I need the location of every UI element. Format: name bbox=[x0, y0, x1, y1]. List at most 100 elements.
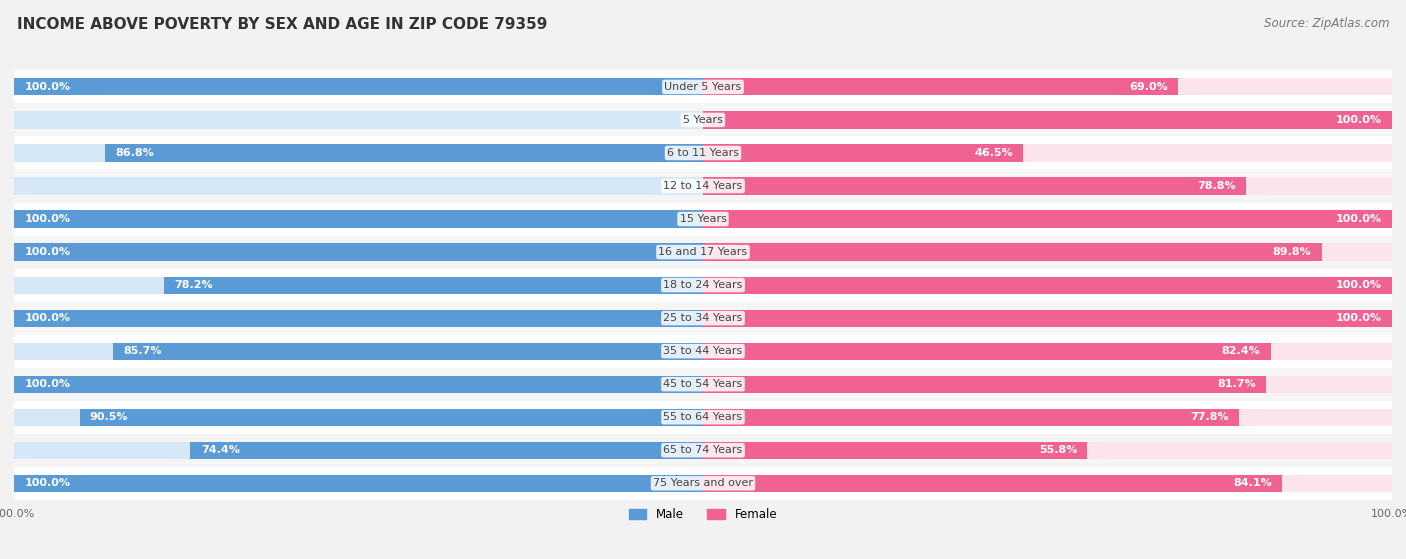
Bar bbox=[112, 343, 703, 360]
Bar bbox=[14, 244, 703, 260]
Text: 100.0%: 100.0% bbox=[24, 479, 70, 488]
Text: 5 Years: 5 Years bbox=[683, 115, 723, 125]
Bar bbox=[14, 475, 703, 492]
Text: 18 to 24 Years: 18 to 24 Years bbox=[664, 280, 742, 290]
Bar bbox=[703, 244, 1322, 260]
Bar bbox=[703, 376, 1265, 393]
Bar bbox=[14, 310, 703, 326]
Bar bbox=[14, 368, 1392, 401]
Bar bbox=[703, 343, 1392, 360]
Bar bbox=[14, 70, 1392, 103]
Bar bbox=[703, 78, 1178, 96]
Legend: Male, Female: Male, Female bbox=[628, 508, 778, 521]
Text: 100.0%: 100.0% bbox=[24, 82, 70, 92]
Bar bbox=[14, 136, 1392, 169]
Text: 90.5%: 90.5% bbox=[90, 412, 128, 422]
Text: 85.7%: 85.7% bbox=[122, 346, 162, 356]
Text: 100.0%: 100.0% bbox=[1336, 313, 1382, 323]
Text: 55.8%: 55.8% bbox=[1039, 446, 1077, 455]
Bar bbox=[14, 409, 703, 426]
Bar bbox=[703, 442, 1392, 459]
Text: 35 to 44 Years: 35 to 44 Years bbox=[664, 346, 742, 356]
Bar bbox=[190, 442, 703, 459]
Bar bbox=[703, 144, 1024, 162]
Text: Under 5 Years: Under 5 Years bbox=[665, 82, 741, 92]
Bar bbox=[703, 475, 1282, 492]
Text: 100.0%: 100.0% bbox=[1336, 280, 1382, 290]
Bar bbox=[703, 376, 1392, 393]
Bar bbox=[14, 302, 1392, 335]
Bar bbox=[703, 177, 1246, 195]
Text: 69.0%: 69.0% bbox=[1129, 82, 1168, 92]
Bar bbox=[14, 343, 703, 360]
Text: 6 to 11 Years: 6 to 11 Years bbox=[666, 148, 740, 158]
Text: 15 Years: 15 Years bbox=[679, 214, 727, 224]
Text: 78.8%: 78.8% bbox=[1197, 181, 1236, 191]
Bar bbox=[105, 144, 703, 162]
Bar bbox=[703, 475, 1392, 492]
Text: 100.0%: 100.0% bbox=[24, 379, 70, 389]
Bar bbox=[703, 111, 1392, 129]
Bar bbox=[703, 442, 1087, 459]
Text: 75 Years and over: 75 Years and over bbox=[652, 479, 754, 488]
Text: 89.8%: 89.8% bbox=[1272, 247, 1312, 257]
Text: 84.1%: 84.1% bbox=[1233, 479, 1272, 488]
Bar bbox=[14, 177, 703, 195]
Text: 74.4%: 74.4% bbox=[201, 446, 239, 455]
Text: 100.0%: 100.0% bbox=[24, 313, 70, 323]
Bar bbox=[703, 409, 1239, 426]
Bar bbox=[14, 78, 703, 96]
Bar bbox=[14, 268, 1392, 302]
Bar bbox=[14, 244, 703, 260]
Bar bbox=[14, 277, 703, 293]
Text: 65 to 74 Years: 65 to 74 Years bbox=[664, 446, 742, 455]
Bar bbox=[14, 210, 703, 228]
Bar bbox=[14, 467, 1392, 500]
Bar bbox=[14, 235, 1392, 268]
Text: 16 and 17 Years: 16 and 17 Years bbox=[658, 247, 748, 257]
Text: 100.0%: 100.0% bbox=[24, 214, 70, 224]
Bar bbox=[14, 111, 703, 129]
Bar bbox=[703, 310, 1392, 326]
Bar bbox=[14, 210, 703, 228]
Bar bbox=[14, 376, 703, 393]
Bar bbox=[703, 409, 1392, 426]
Text: 100.0%: 100.0% bbox=[1336, 115, 1382, 125]
Bar bbox=[14, 376, 703, 393]
Bar bbox=[14, 475, 703, 492]
Text: 55 to 64 Years: 55 to 64 Years bbox=[664, 412, 742, 422]
Bar bbox=[703, 78, 1392, 96]
Bar bbox=[703, 244, 1392, 260]
Bar bbox=[14, 202, 1392, 235]
Bar bbox=[14, 442, 703, 459]
Text: 100.0%: 100.0% bbox=[24, 247, 70, 257]
Text: 78.2%: 78.2% bbox=[174, 280, 214, 290]
Bar bbox=[14, 169, 1392, 202]
Text: 12 to 14 Years: 12 to 14 Years bbox=[664, 181, 742, 191]
Text: 46.5%: 46.5% bbox=[974, 148, 1012, 158]
Bar bbox=[703, 111, 1392, 129]
Bar bbox=[14, 335, 1392, 368]
Bar bbox=[703, 210, 1392, 228]
Bar bbox=[703, 177, 1392, 195]
Bar bbox=[703, 343, 1271, 360]
Bar bbox=[703, 277, 1392, 293]
Text: 82.4%: 82.4% bbox=[1222, 346, 1260, 356]
Text: 81.7%: 81.7% bbox=[1218, 379, 1256, 389]
Text: 45 to 54 Years: 45 to 54 Years bbox=[664, 379, 742, 389]
Bar bbox=[165, 277, 703, 293]
Text: 25 to 34 Years: 25 to 34 Years bbox=[664, 313, 742, 323]
Bar bbox=[14, 103, 1392, 136]
Bar bbox=[14, 434, 1392, 467]
Text: Source: ZipAtlas.com: Source: ZipAtlas.com bbox=[1264, 17, 1389, 30]
Bar bbox=[14, 78, 703, 96]
Bar bbox=[703, 277, 1392, 293]
Bar bbox=[703, 144, 1392, 162]
Bar bbox=[14, 401, 1392, 434]
Bar bbox=[80, 409, 703, 426]
Text: 86.8%: 86.8% bbox=[115, 148, 155, 158]
Text: 100.0%: 100.0% bbox=[1336, 214, 1382, 224]
Bar bbox=[703, 310, 1392, 326]
Text: INCOME ABOVE POVERTY BY SEX AND AGE IN ZIP CODE 79359: INCOME ABOVE POVERTY BY SEX AND AGE IN Z… bbox=[17, 17, 547, 32]
Bar bbox=[14, 144, 703, 162]
